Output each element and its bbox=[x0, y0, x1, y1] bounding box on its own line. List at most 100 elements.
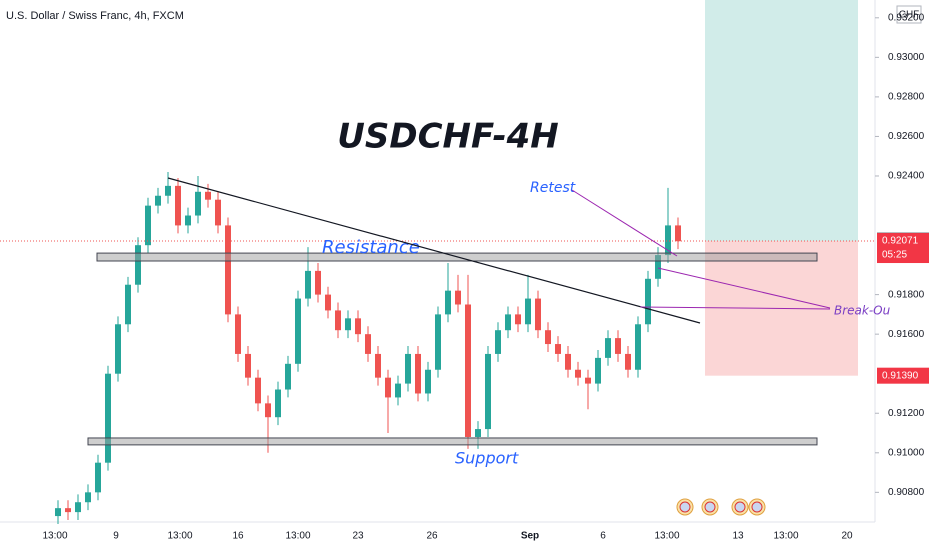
trend-line bbox=[167, 177, 701, 324]
candle-body bbox=[515, 314, 521, 325]
candle-body bbox=[665, 225, 671, 256]
candle-body bbox=[455, 290, 461, 305]
currency-box[interactable] bbox=[896, 5, 922, 24]
sr-zone bbox=[87, 437, 818, 446]
candle-body bbox=[365, 334, 371, 354]
retest-arrow bbox=[571, 189, 678, 257]
x-tick-label: 6 bbox=[600, 531, 606, 542]
candle-body bbox=[435, 314, 441, 370]
x-tick-label: 13:00 bbox=[773, 531, 798, 542]
candle-body bbox=[335, 310, 341, 331]
breakout-arrow bbox=[639, 306, 831, 310]
y-tick-label: 0.92800 bbox=[888, 92, 925, 103]
candle-body bbox=[235, 314, 241, 354]
x-tick-label: 20 bbox=[841, 531, 853, 542]
candle-body bbox=[585, 377, 591, 384]
candle-body bbox=[655, 255, 661, 279]
candle-body bbox=[635, 324, 641, 370]
y-tick-label: 0.93200 bbox=[888, 12, 925, 23]
candle-body bbox=[85, 492, 91, 503]
chart-title: U.S. Dollar / Swiss Franc, 4h, FXCM bbox=[6, 10, 184, 22]
candle-body bbox=[355, 318, 361, 335]
resistance-label: Resistance bbox=[322, 237, 420, 258]
candle-body bbox=[425, 369, 431, 394]
x-tick-label: 13 bbox=[732, 531, 744, 542]
candle-body bbox=[95, 462, 101, 493]
candle-body bbox=[675, 225, 681, 242]
candle-body bbox=[255, 377, 261, 404]
x-tick-label: 23 bbox=[352, 531, 364, 542]
candles-layer bbox=[55, 172, 681, 524]
candle-body bbox=[545, 330, 551, 345]
candle-body bbox=[215, 199, 221, 226]
x-tick-label: Sep bbox=[521, 531, 539, 542]
entry-price-tag bbox=[877, 233, 929, 264]
candle-body bbox=[75, 502, 81, 513]
y-tick-label: 0.90800 bbox=[888, 487, 925, 498]
candle-body bbox=[475, 429, 481, 437]
candle-body bbox=[415, 353, 421, 394]
breakout-label: Break-Ou bbox=[834, 304, 891, 318]
candle-body bbox=[305, 270, 311, 299]
candle-body bbox=[185, 215, 191, 226]
candle-body bbox=[115, 324, 121, 374]
candle-body bbox=[375, 353, 381, 378]
event-icon-flag bbox=[734, 501, 746, 513]
candle-body bbox=[165, 185, 171, 196]
candle-body bbox=[645, 278, 651, 325]
event-icon-flag bbox=[704, 501, 716, 513]
candle-body bbox=[135, 245, 141, 285]
candle-body bbox=[445, 290, 451, 315]
y-tick-label: 0.92600 bbox=[888, 131, 925, 142]
candle-body bbox=[205, 191, 211, 200]
headline: USDCHF-4H bbox=[337, 117, 558, 157]
stop-price-label: 0.91390 bbox=[882, 370, 919, 381]
candle-body bbox=[195, 191, 201, 216]
breakout-arrow bbox=[657, 267, 831, 309]
countdown-label: 05:25 bbox=[882, 250, 907, 261]
currency-label[interactable]: CHF bbox=[899, 10, 920, 21]
y-tick-label: 0.91200 bbox=[888, 408, 925, 419]
candle-body bbox=[535, 298, 541, 331]
candle-body bbox=[595, 357, 601, 384]
candle-body bbox=[245, 353, 251, 378]
candle-body bbox=[285, 363, 291, 390]
candle-body bbox=[105, 373, 111, 463]
candle-body bbox=[485, 353, 491, 430]
candle-body bbox=[605, 338, 611, 358]
candle-body bbox=[175, 185, 181, 226]
support-label: Support bbox=[455, 449, 519, 468]
event-icon-flag bbox=[751, 501, 763, 513]
candle-body bbox=[55, 508, 61, 517]
candle-body bbox=[145, 205, 151, 246]
event-icon-flag bbox=[679, 501, 691, 513]
candle-body bbox=[495, 330, 501, 354]
y-tick-label: 0.91800 bbox=[888, 289, 925, 300]
retest-label: Retest bbox=[530, 180, 576, 196]
candle-body bbox=[265, 403, 271, 418]
candle-body bbox=[315, 270, 321, 295]
stop-price-tag bbox=[877, 367, 929, 384]
candle-body bbox=[345, 318, 351, 331]
x-tick-label: 13:00 bbox=[42, 531, 67, 542]
background-layer bbox=[705, 0, 858, 376]
target-zone bbox=[705, 0, 858, 242]
x-tick-label: 16 bbox=[232, 531, 244, 542]
candle-body bbox=[325, 294, 331, 311]
x-tick-label: 13:00 bbox=[167, 531, 192, 542]
y-tick-label: 0.91600 bbox=[888, 329, 925, 340]
y-tick-label: 0.92400 bbox=[888, 171, 925, 182]
candle-body bbox=[275, 389, 281, 418]
candle-body bbox=[615, 338, 621, 354]
x-tick-label: 9 bbox=[113, 531, 119, 542]
candle-body bbox=[395, 383, 401, 398]
candle-body bbox=[505, 314, 511, 331]
candle-body bbox=[465, 304, 471, 437]
x-tick-label: 13:00 bbox=[285, 531, 310, 542]
candle-body bbox=[555, 344, 561, 354]
candle-body bbox=[625, 353, 631, 370]
candle-body bbox=[525, 298, 531, 325]
candle-body bbox=[155, 195, 161, 206]
candle-body bbox=[565, 353, 571, 370]
